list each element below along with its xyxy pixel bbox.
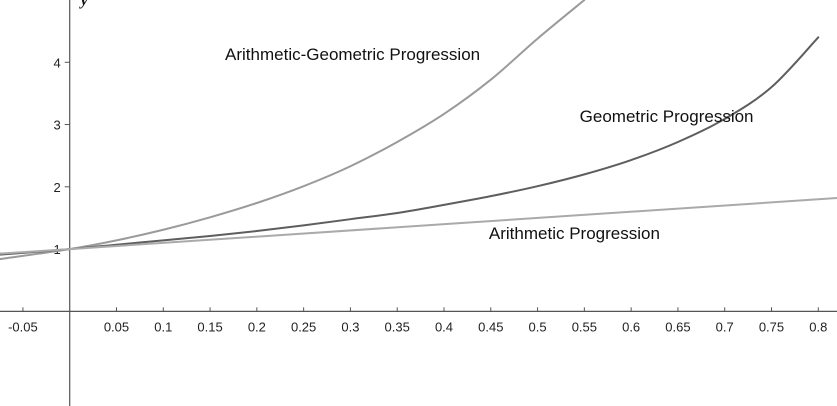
x-tick-label: 0.15	[197, 319, 222, 334]
label-arithmetic-progression: Arithmetic Progression	[489, 224, 660, 243]
x-tick-label: 0.65	[665, 319, 690, 334]
x-tick-label: 0.3	[341, 319, 359, 334]
x-tick-label: 0.75	[759, 319, 784, 334]
x-tick-label: 0.5	[529, 319, 547, 334]
tick-labels: -0.05 0.05 0.1 0.15 0.2 0.25 0.3 0.35 0.4 0.45 0.5…	[8, 0, 827, 334]
x-tick-label: 0.8	[809, 319, 827, 334]
x-tick-label: 0.1	[154, 319, 172, 334]
curves	[0, 0, 837, 261]
x-tick-label: 0.25	[291, 319, 316, 334]
x-tick-label: 0.6	[622, 319, 640, 334]
x-tick-label: 0.7	[716, 319, 734, 334]
x-tick-label: 0.35	[385, 319, 410, 334]
label-geometric-progression: Geometric Progression	[580, 107, 754, 126]
y-tick-label: 4	[53, 55, 60, 70]
curve-geometric-progression	[0, 36, 820, 256]
curve-labels: Arithmetic-Geometric Progression Geometri…	[225, 45, 753, 243]
x-tick-label: 0.55	[572, 319, 597, 334]
x-tick-label: 0.05	[104, 319, 129, 334]
x-tick-label: 0.2	[248, 319, 266, 334]
curve-arithmetic-progression	[0, 197, 837, 255]
y-axis-label: y	[79, 0, 89, 9]
label-arithmetic-geometric-progression: Arithmetic-Geometric Progression	[225, 45, 480, 64]
x-tick-label: 0.45	[478, 319, 503, 334]
curve-arithmetic-geometric-progression	[0, 0, 586, 261]
x-tick-label: -0.05	[8, 319, 38, 334]
y-tick-label: 2	[53, 180, 60, 195]
x-tick-label: 0.4	[435, 319, 453, 334]
y-tick-label: 3	[53, 118, 60, 133]
